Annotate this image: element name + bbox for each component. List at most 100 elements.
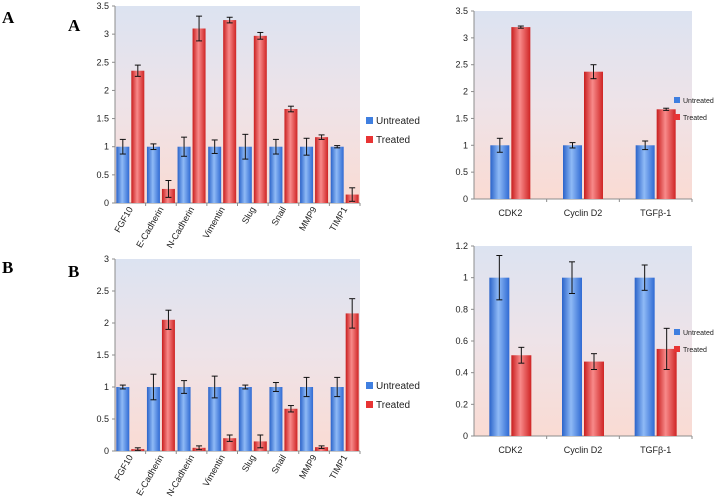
legend-swatch-untreated (366, 382, 373, 389)
bar-untreated-vimentin (208, 387, 222, 451)
legend: Untreated Treated (674, 329, 714, 354)
legend-swatch-treated (674, 346, 680, 352)
y-tick-label: 0.5 (96, 170, 109, 180)
x-category-label: N-Cadherin (165, 453, 197, 498)
bar-untreated-snail (269, 146, 283, 203)
bar-treated-mmp9 (315, 447, 329, 451)
y-tick-label: 3 (104, 29, 109, 39)
x-category-label: MMP9 (297, 205, 319, 233)
x-category-label: Vimentin (201, 453, 227, 488)
panel-label-b-inner: B (68, 262, 80, 281)
legend-label-untreated: Untreated (683, 330, 714, 337)
bar-treated-cdk2 (511, 27, 531, 199)
legend-swatch-treated (366, 136, 373, 143)
y-tick-label: 1 (104, 382, 109, 392)
bar-treated-vimentin (223, 20, 237, 204)
x-category-label: Slug (240, 205, 258, 226)
y-tick-label: 1 (463, 140, 468, 150)
legend: Untreated Treated (674, 97, 714, 122)
legend-label-treated: Treated (376, 400, 410, 411)
bar-untreated-timp1 (330, 387, 344, 451)
legend-swatch-untreated (366, 117, 373, 124)
y-tick-label: 3.5 (96, 1, 109, 11)
bar-treated-cdk2 (511, 355, 532, 436)
bar-untreated-mmp9 (300, 146, 314, 203)
x-category-label: Slug (240, 453, 258, 474)
bar-untreated-timp1 (330, 146, 344, 203)
legend: Untreated Treated (366, 381, 420, 411)
bar-untreated-e-cadherin (146, 146, 160, 203)
bar-treated-timp1 (345, 313, 359, 451)
y-tick-label: 3 (104, 254, 109, 264)
y-tick-label: 2 (104, 318, 109, 328)
legend-swatch-treated (674, 114, 680, 120)
x-category-label: E-Cadherin (134, 453, 165, 497)
panel-label-a-inner: A (68, 16, 81, 35)
legend-swatch-untreated (674, 97, 680, 103)
y-tick-label: 1.5 (96, 350, 109, 360)
plot-background (474, 11, 692, 199)
bar-untreated-cyclin-d2 (562, 277, 582, 436)
panel-label-b-outer: B (2, 258, 14, 277)
bar-treated-cyclin-d2 (584, 71, 603, 199)
y-tick-label: 0 (104, 446, 109, 456)
x-category-label: MMP9 (297, 453, 319, 481)
x-category-label: N-Cadherin (165, 205, 197, 250)
bar-untreated-n-cadherin (177, 387, 191, 451)
bar-untreated-fgf10 (116, 146, 130, 203)
y-tick-label: 0 (463, 431, 468, 441)
y-tick-label: 0 (104, 198, 109, 208)
bar-untreated-n-cadherin (177, 146, 191, 203)
bar-untreated-tgf-1 (635, 145, 655, 199)
bar-treated-cyclin-d2 (584, 361, 604, 436)
bar-treated-tgf-1 (656, 109, 676, 199)
legend-label-treated: Treated (376, 135, 410, 146)
y-tick-label: 0.5 (96, 414, 109, 424)
legend-label-treated: Treated (683, 347, 707, 354)
bar-treated-snail (284, 408, 298, 451)
y-tick-label: 3.5 (455, 6, 468, 16)
y-tick-label: 1 (104, 142, 109, 152)
x-category-label: Vimentin (201, 205, 227, 240)
x-category-label: FGF10 (112, 205, 135, 234)
bar-treated-mmp9 (315, 137, 329, 203)
y-tick-label: 0.8 (455, 304, 468, 314)
chart-a-right: 0 0.5 1 1.5 2 2.5 3 3.5 CDK2 Cyclin D2 TGFβ-1 Untre… (455, 6, 713, 218)
x-category-label: E-Cadherin (134, 205, 165, 249)
y-tick-label: 3 (463, 33, 468, 43)
x-category-label: Cyclin D2 (564, 208, 603, 218)
bar-untreated-vimentin (208, 146, 222, 203)
panel-label-a-outer: A (2, 8, 15, 27)
legend: Untreated Treated (366, 116, 420, 146)
legend-swatch-treated (366, 401, 373, 408)
legend-label-untreated: Untreated (683, 98, 714, 105)
y-tick-label: 0.6 (455, 336, 468, 346)
y-tick-label: 2.5 (96, 57, 109, 67)
y-tick-label: 0.4 (455, 368, 468, 378)
bar-treated-vimentin (223, 438, 237, 451)
x-category-label: CDK2 (498, 208, 522, 218)
legend-label-untreated: Untreated (376, 381, 420, 392)
bar-untreated-fgf10 (116, 387, 130, 451)
y-tick-label: 0.5 (455, 167, 468, 177)
y-tick-label: 2.5 (96, 286, 109, 296)
bar-treated-n-cadherin (192, 28, 206, 204)
x-category-label: FGF10 (112, 453, 135, 482)
bar-untreated-cdk2 (489, 277, 510, 436)
x-category-label: Snail (270, 205, 289, 227)
legend-swatch-untreated (674, 329, 680, 335)
y-tick-label: 2 (463, 87, 468, 97)
bar-untreated-slug (238, 387, 252, 451)
y-tick-label: 2.5 (455, 60, 468, 70)
bar-untreated-tgf-1 (634, 277, 655, 436)
legend-label-untreated: Untreated (376, 116, 420, 127)
y-tick-label: 2 (104, 85, 109, 95)
x-category-label: TGFβ-1 (640, 445, 671, 455)
bar-treated-tgf-1 (656, 348, 677, 436)
chart-b-right: 0 0.2 0.4 0.6 0.8 1 1.2 CDK2 Cyclin D2 TGFβ-1 Untr… (455, 241, 713, 455)
y-tick-label: 0 (463, 194, 468, 204)
plot-background (474, 246, 692, 436)
bar-untreated-cyclin-d2 (563, 145, 582, 199)
